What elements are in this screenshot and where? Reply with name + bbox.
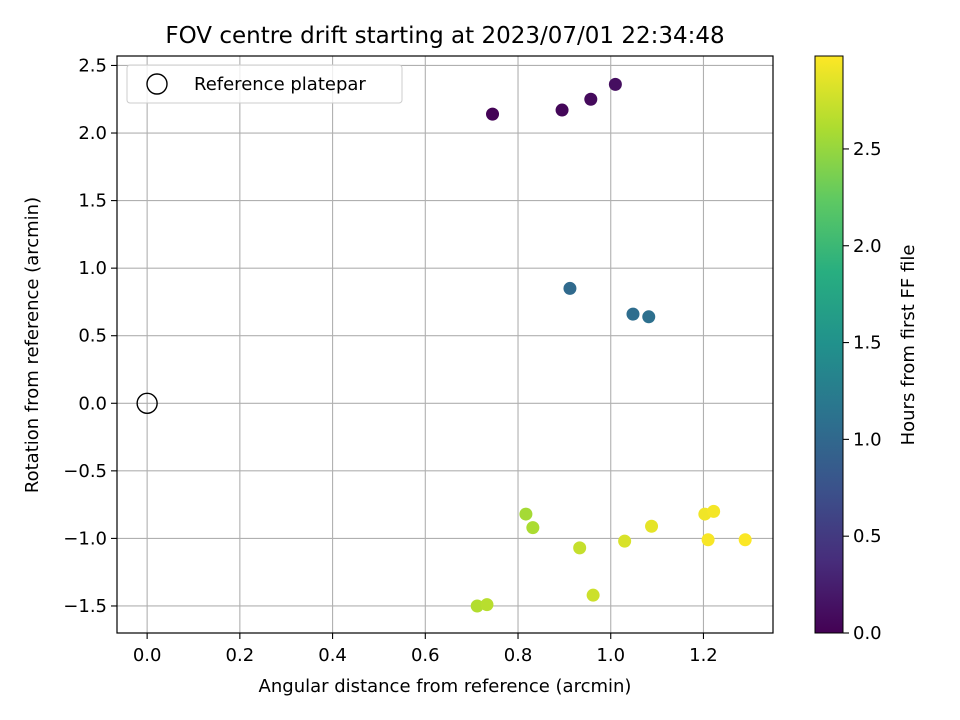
x-axis: 0.0 0.2 0.4 0.6 0.8 1.0 1.2 xyxy=(133,633,718,666)
data-point xyxy=(707,504,721,518)
y-tick-label: 1.0 xyxy=(78,258,107,279)
colorbar: 0.0 0.5 1.0 1.5 2.0 2.5 Hours from first FF f… xyxy=(814,55,919,644)
y-axis: −1.5 −1.0 −0.5 0.0 0.5 1.0 1.5 2.0 2.5 xyxy=(63,55,117,617)
data-point xyxy=(519,507,533,521)
data-points xyxy=(470,77,752,613)
x-tick-label: 0.6 xyxy=(411,645,440,666)
y-tick-label: −0.5 xyxy=(63,461,107,482)
y-tick-label: 2.0 xyxy=(78,123,107,144)
reference-marker xyxy=(136,392,158,414)
data-point xyxy=(563,281,577,295)
x-tick-label: 0.0 xyxy=(133,645,162,666)
data-point xyxy=(626,307,640,321)
colorbar-tick-label: 1.0 xyxy=(853,429,882,450)
y-tick-label: −1.0 xyxy=(63,528,107,549)
legend: Reference platepar xyxy=(126,64,403,104)
reference-marker-group xyxy=(136,392,158,414)
x-tick-label: 0.2 xyxy=(226,645,255,666)
data-point xyxy=(584,92,598,106)
data-point xyxy=(470,599,484,613)
data-point xyxy=(526,521,540,535)
data-point xyxy=(701,533,715,547)
y-tick-label: 0.0 xyxy=(78,393,107,414)
data-point xyxy=(608,77,622,91)
data-point xyxy=(480,598,494,612)
x-tick-label: 0.4 xyxy=(318,645,347,666)
data-point xyxy=(618,534,632,548)
x-tick-label: 0.8 xyxy=(504,645,533,666)
colorbar-tick-label: 0.5 xyxy=(853,526,882,547)
data-point xyxy=(555,103,569,117)
data-point xyxy=(738,533,752,547)
colorbar-tick-label: 2.0 xyxy=(853,236,882,257)
legend-box xyxy=(126,64,403,104)
colorbar-axis: 0.0 0.5 1.0 1.5 2.0 2.5 xyxy=(843,139,882,644)
colorbar-gradient xyxy=(814,55,844,634)
colorbar-tick-label: 2.5 xyxy=(853,139,882,160)
colorbar-tick-label: 0.0 xyxy=(853,623,882,644)
data-point xyxy=(573,541,587,555)
y-tick-label: 1.5 xyxy=(78,191,107,212)
colorbar-label: Hours from first FF file xyxy=(898,245,919,446)
data-point xyxy=(486,107,500,121)
y-tick-label: 0.5 xyxy=(78,326,107,347)
y-tick-label: −1.5 xyxy=(63,596,107,617)
chart-title: FOV centre drift starting at 2023/07/01 … xyxy=(165,23,724,49)
y-tick-label: 2.5 xyxy=(78,55,107,76)
data-point xyxy=(642,310,656,324)
y-axis-label: Rotation from reference (arcmin) xyxy=(22,197,43,493)
x-tick-label: 1.2 xyxy=(689,645,718,666)
plot-frame xyxy=(116,55,774,634)
data-point xyxy=(645,519,659,533)
x-axis-label: Angular distance from reference (arcmin) xyxy=(259,676,632,697)
colorbar-tick-label: 1.5 xyxy=(853,333,882,354)
legend-label: Reference platepar xyxy=(194,74,366,95)
data-point xyxy=(586,588,600,602)
x-tick-label: 1.0 xyxy=(596,645,625,666)
grid xyxy=(117,56,773,633)
legend-marker-icon xyxy=(146,73,168,95)
plot-area: 0.0 0.2 0.4 0.6 0.8 1.0 1.2 −1.5 −1.0 −0.5 0.0 0.5… xyxy=(63,55,774,666)
